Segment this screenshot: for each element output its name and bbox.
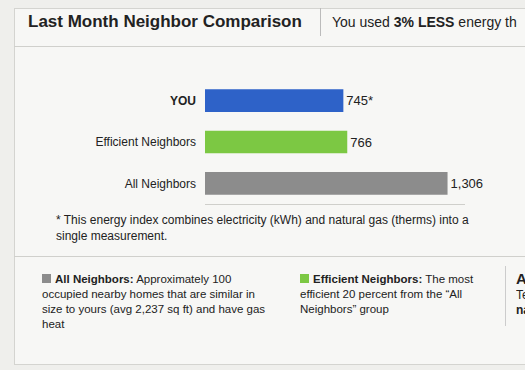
svg-text:1,306: 1,306 [451, 176, 484, 191]
html-text:Last Month Neighbor Comparison: Last Month Neighbor Comparison [28, 12, 302, 31]
html-text:* This energy index combines e: * This energy index combines electricity… [56, 213, 469, 243]
svg-text:YOU: YOU [170, 94, 196, 108]
svg-text:Efficient Neighbors: Efficient Neighbors [96, 135, 197, 149]
html-text:Efficient Neighbors: The most: Efficient Neighbors: The most efficient … [300, 273, 474, 315]
svg-text:All Neighbors: All Neighbors [125, 177, 196, 191]
svg-text:766: 766 [350, 135, 372, 150]
html-text:You used 3% LESS energy th: You used 3% LESS energy th [332, 14, 517, 30]
html-text:All Neighbors: Approximately 1: All Neighbors: Approximately 100 occupie… [42, 273, 266, 330]
svg-text:745*: 745* [346, 93, 373, 108]
